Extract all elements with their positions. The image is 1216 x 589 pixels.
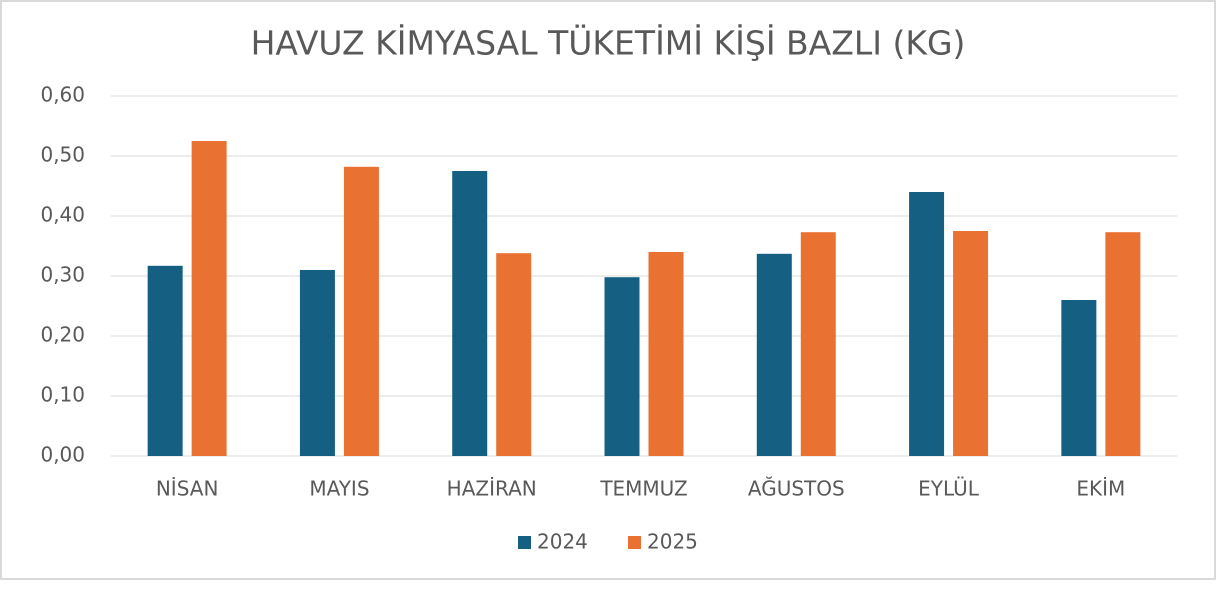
- bar: [800, 232, 836, 456]
- chart-title: HAVUZ KİMYASAL TÜKETİMİ KİŞİ BAZLI (KG): [251, 23, 966, 63]
- bar: [496, 253, 532, 456]
- x-tick-label: TEMMUZ: [599, 477, 687, 501]
- legend-label: 2025: [647, 530, 698, 554]
- bar: [604, 277, 640, 456]
- bar: [343, 166, 379, 457]
- legend-swatch: [628, 536, 641, 549]
- bar: [1105, 232, 1141, 456]
- y-tick-label: 0,30: [40, 263, 85, 287]
- y-tick-label: 0,00: [40, 443, 85, 467]
- bar: [191, 141, 227, 456]
- y-tick-label: 0,60: [40, 83, 85, 107]
- bar: [909, 192, 945, 456]
- bar: [756, 253, 792, 456]
- y-tick-label: 0,10: [40, 383, 85, 407]
- bar: [147, 265, 183, 456]
- x-tick-label: MAYIS: [309, 477, 369, 501]
- x-tick-label: NİSAN: [156, 477, 219, 501]
- bar: [648, 252, 684, 456]
- y-tick-label: 0,40: [40, 203, 85, 227]
- x-tick-label: EKİM: [1076, 477, 1125, 501]
- bar: [299, 270, 335, 456]
- x-tick-label: EYLÜL: [918, 477, 980, 501]
- legend-label: 2024: [537, 530, 588, 554]
- bar: [953, 231, 989, 456]
- bar: [1061, 300, 1097, 456]
- y-tick-label: 0,50: [40, 143, 85, 167]
- x-tick-label: AĞUSTOS: [748, 477, 845, 501]
- x-tick-label: HAZİRAN: [447, 477, 537, 501]
- legend-swatch: [518, 536, 531, 549]
- bar: [452, 171, 488, 456]
- y-tick-label: 0,20: [40, 323, 85, 347]
